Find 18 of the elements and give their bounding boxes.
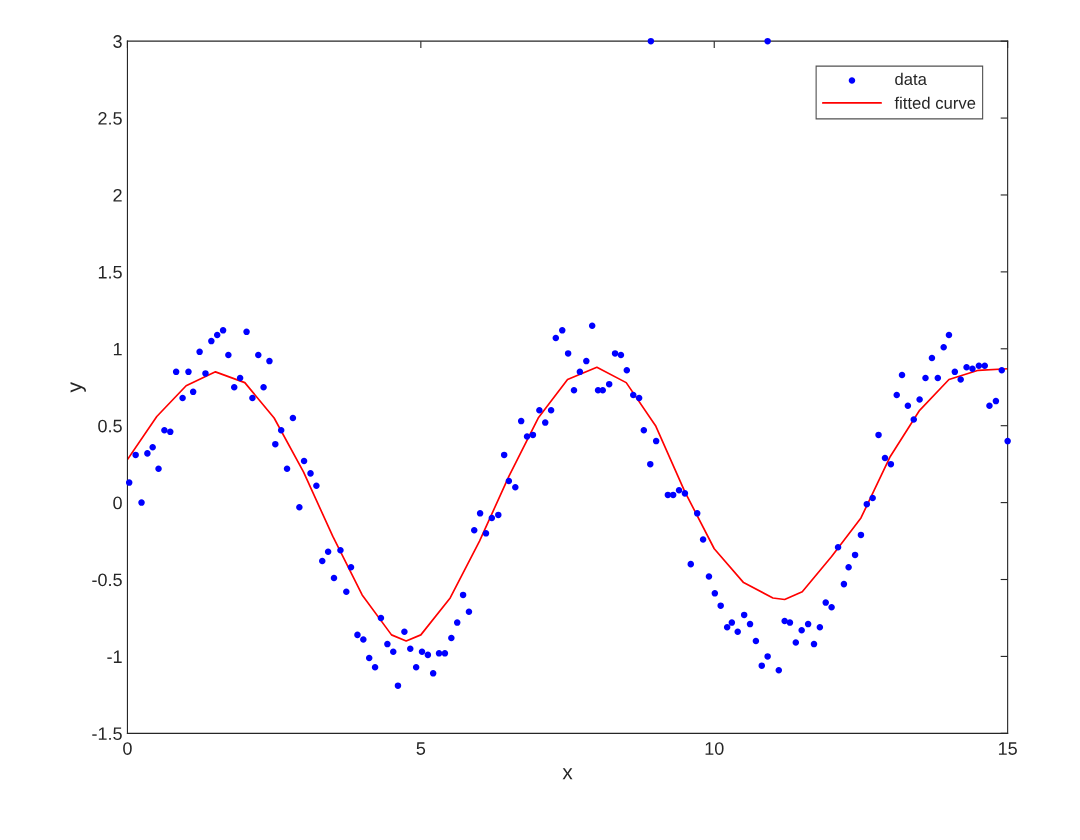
y-tick-label: 0.5 [98,419,122,433]
y-tick-label: 1 [113,342,122,356]
y-axis-title: y [70,382,86,393]
legend-label: data [895,72,927,86]
y-tick-label: 1.5 [98,266,122,279]
y-tick-label: 2.5 [98,112,122,125]
x-tick-label: 5 [416,742,426,755]
y-tick-label: 3 [113,35,122,48]
y-tick-label: -1 [107,650,122,663]
legend-label: fitted curve [894,96,976,109]
x-tick-label: 10 [705,742,724,755]
y-tick-label: 0 [113,496,122,510]
y-tick-label: -0.5 [92,573,122,587]
x-tick-label: 15 [998,742,1017,755]
y-tick-label: -1.5 [92,727,122,741]
x-axis-title: x [562,768,573,780]
y-tick-label: 2 [113,188,122,202]
x-tick-label: 0 [123,742,132,755]
